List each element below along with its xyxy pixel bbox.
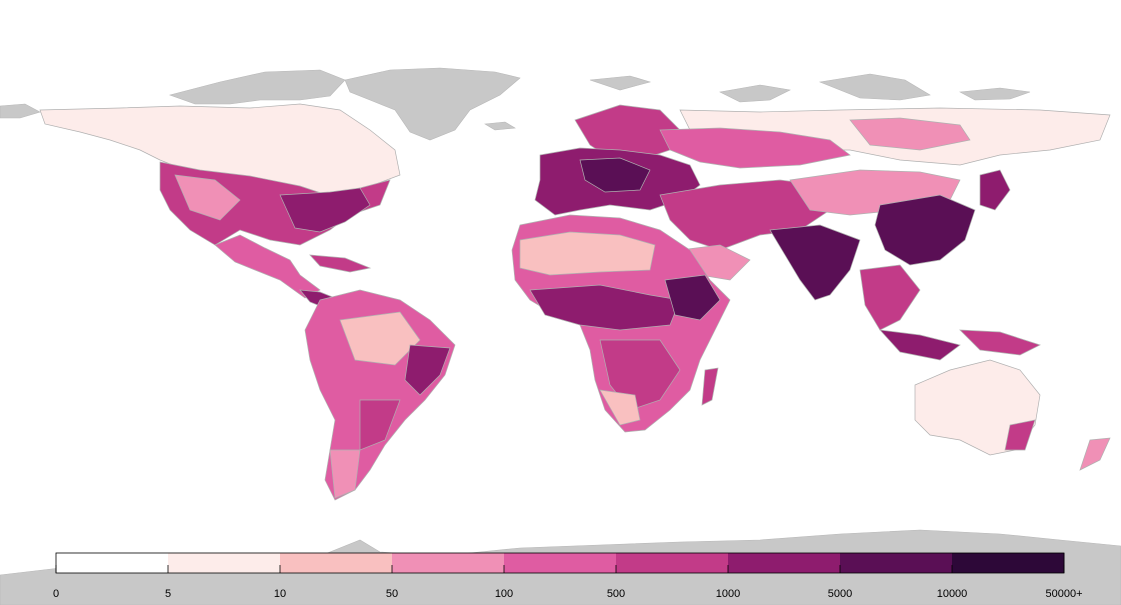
legend-swatch <box>504 553 617 573</box>
legend-label: 50 <box>386 588 398 600</box>
legend: 0 5 10 50 100 500 1000 5000 10000 50000+ <box>53 552 1083 600</box>
legend-label: 500 <box>607 588 625 600</box>
legend-label: 50000+ <box>1045 588 1082 600</box>
north-asia <box>659 107 1111 169</box>
north-america <box>39 103 401 311</box>
nodata-land <box>0 67 1121 605</box>
legend-swatch <box>952 553 1065 573</box>
africa <box>511 214 731 433</box>
legend-frame <box>55 552 1065 574</box>
legend-label: 0 <box>53 588 59 600</box>
legend-label: 1000 <box>716 588 740 600</box>
europe <box>534 104 701 216</box>
legend-swatch <box>616 553 729 573</box>
south-america <box>304 289 456 501</box>
legend-swatch <box>280 553 393 573</box>
legend-label: 5000 <box>828 588 852 600</box>
legend-label: 10 <box>274 588 286 600</box>
legend-swatch <box>840 553 953 573</box>
legend-swatch <box>168 553 281 573</box>
legend-label: 10000 <box>937 588 968 600</box>
legend-swatch <box>392 553 505 573</box>
legend-swatch <box>728 553 841 573</box>
legend-swatch <box>56 553 169 573</box>
oceania <box>914 359 1111 471</box>
south-east-asia <box>769 169 1041 361</box>
legend-label: 5 <box>165 588 171 600</box>
legend-label: 100 <box>495 588 513 600</box>
